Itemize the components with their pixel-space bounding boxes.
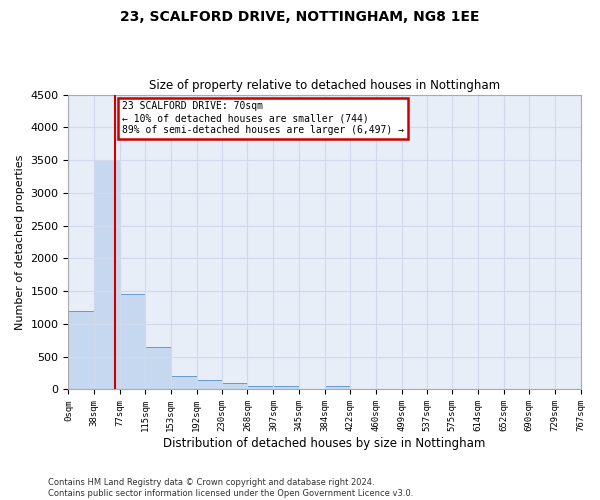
Text: 23 SCALFORD DRIVE: 70sqm
← 10% of detached houses are smaller (744)
89% of semi-: 23 SCALFORD DRIVE: 70sqm ← 10% of detach… <box>122 102 404 134</box>
Bar <box>94 160 120 390</box>
Bar <box>145 347 170 390</box>
Bar <box>247 386 274 390</box>
Text: Contains HM Land Registry data © Crown copyright and database right 2024.
Contai: Contains HM Land Registry data © Crown c… <box>48 478 413 498</box>
Title: Size of property relative to detached houses in Nottingham: Size of property relative to detached ho… <box>149 79 500 92</box>
Text: 23, SCALFORD DRIVE, NOTTINGHAM, NG8 1EE: 23, SCALFORD DRIVE, NOTTINGHAM, NG8 1EE <box>120 10 480 24</box>
Bar <box>68 311 94 390</box>
Bar <box>120 294 145 390</box>
Bar <box>170 376 197 390</box>
Bar <box>222 383 247 390</box>
Bar <box>274 386 299 390</box>
Y-axis label: Number of detached properties: Number of detached properties <box>15 154 25 330</box>
X-axis label: Distribution of detached houses by size in Nottingham: Distribution of detached houses by size … <box>163 437 485 450</box>
Bar <box>197 380 222 390</box>
Bar <box>325 386 350 390</box>
